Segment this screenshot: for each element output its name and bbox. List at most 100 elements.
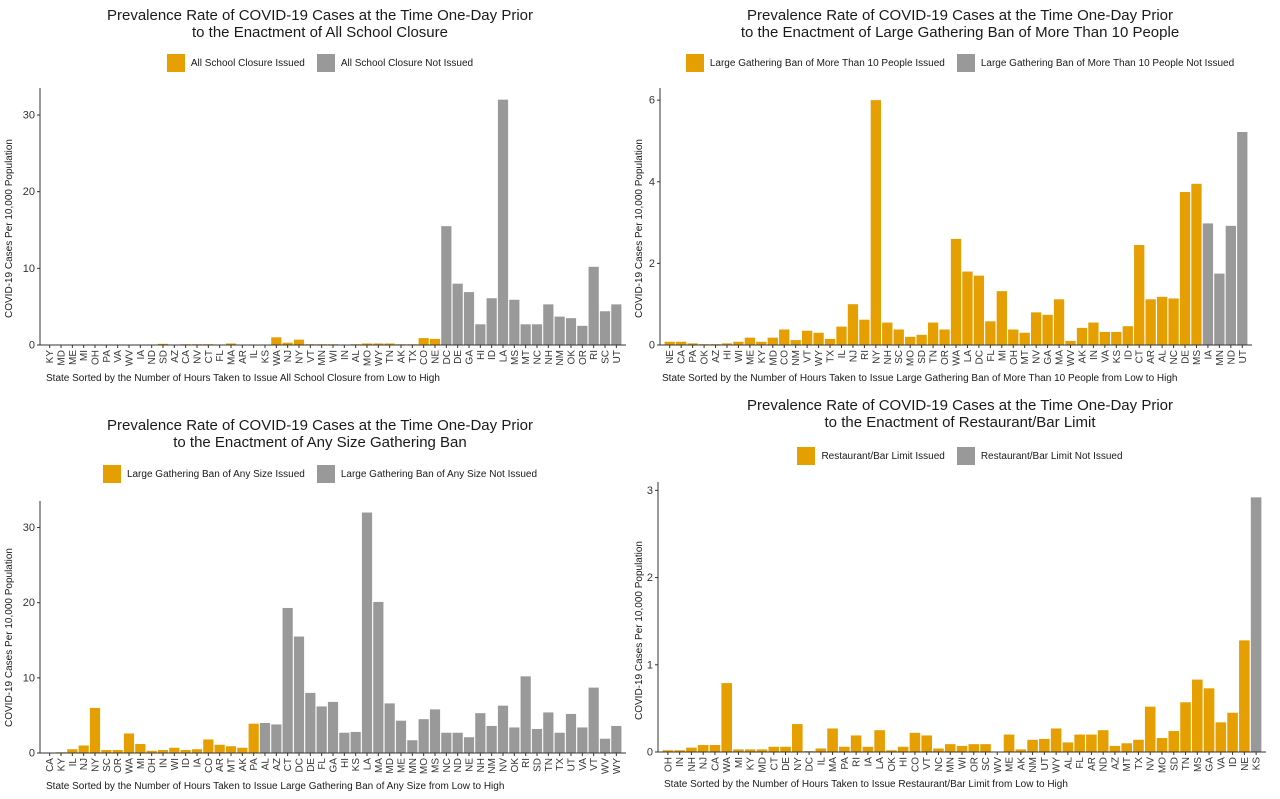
x-tick-label: NY <box>871 350 882 364</box>
x-tick-label: IL <box>68 758 79 767</box>
bar-ny <box>870 100 881 345</box>
bar-oh <box>146 750 157 753</box>
x-tick-label: WY <box>1052 757 1063 773</box>
x-tick-label: NJ <box>283 350 294 362</box>
bar-wv <box>599 738 611 753</box>
bar-nd <box>452 732 463 753</box>
bar-nh <box>686 747 697 752</box>
x-tick-label: SC <box>102 758 113 772</box>
x-tick-label: WV <box>125 350 136 366</box>
x-axis-label: State Sorted by the Number of Hours Take… <box>46 373 440 384</box>
bar-nd <box>1225 225 1236 345</box>
x-tick-label: MI <box>734 757 745 768</box>
x-tick-label: ME <box>397 758 408 773</box>
x-tick-label: MI <box>136 758 147 769</box>
x-tick-label: GA <box>329 758 340 773</box>
x-axis-label: State Sorted by the Number of Hours Take… <box>46 781 505 792</box>
x-tick-label: CA <box>181 350 192 364</box>
bar-in <box>674 750 685 752</box>
x-tick-label: AR <box>1087 757 1098 771</box>
x-tick-label: NE <box>465 758 476 772</box>
bar-ms <box>509 299 520 345</box>
x-tick-label: MS <box>1192 350 1203 365</box>
x-tick-label: CT <box>283 758 294 771</box>
bar-sc <box>980 744 991 752</box>
legend-item-issued: Restaurant/Bar Limit Issued <box>797 447 945 465</box>
x-tick-label: IN <box>1089 350 1100 360</box>
x-tick-label: NM <box>791 350 802 366</box>
x-tick-label: FL <box>317 758 328 770</box>
bar-il <box>836 326 847 345</box>
bar-fl <box>1074 734 1085 752</box>
bar-sc <box>599 311 611 345</box>
legend-swatch-not-issued <box>956 54 975 72</box>
x-tick-label: MO <box>906 350 917 366</box>
x-tick-label: VT <box>803 350 814 363</box>
x-tick-label: WV <box>1066 350 1077 366</box>
x-tick-label: NY <box>793 757 804 771</box>
bar-mo <box>361 343 373 345</box>
x-tick-label: HI <box>722 350 733 360</box>
x-tick-label: OH <box>1009 350 1020 365</box>
legend-label-not-issued: Restaurant/Bar Limit Not Issued <box>980 450 1123 462</box>
y-tick-label: 4 <box>649 176 655 188</box>
x-tick-label: SD <box>917 350 928 364</box>
x-tick-label: DC <box>295 758 306 772</box>
x-tick-label: PA <box>102 350 113 363</box>
x-tick-label: WA <box>272 350 283 366</box>
x-tick-label: MO <box>363 350 374 366</box>
bar-tn <box>384 343 395 345</box>
bar-tx <box>824 338 836 345</box>
x-tick-label: OK <box>567 350 578 365</box>
bar-hi <box>339 732 350 753</box>
y-tick-label: 20 <box>23 597 35 609</box>
bar-ma <box>373 601 384 753</box>
bar-nm <box>486 725 497 753</box>
bar-ga <box>1203 688 1215 752</box>
x-tick-label: NH <box>544 350 555 364</box>
x-tick-label: WI <box>170 758 181 770</box>
bar-la <box>962 271 973 345</box>
bar-mt <box>1121 743 1132 752</box>
bar-ia <box>1202 223 1214 345</box>
bar-tn <box>543 712 554 753</box>
x-tick-label: TN <box>385 350 396 363</box>
x-tick-label: MI <box>997 350 1008 361</box>
x-tick-label: TX <box>408 350 419 363</box>
y-tick-label: 0 <box>649 340 655 352</box>
bar-ct <box>768 746 780 752</box>
bar-pa <box>687 343 698 345</box>
x-tick-label: VT <box>306 350 317 363</box>
x-tick-label: AR <box>238 350 249 364</box>
bar-mo <box>1156 738 1168 752</box>
x-tick-label: WA <box>722 757 733 773</box>
x-tick-label: IA <box>863 757 874 767</box>
y-tick-label: 2 <box>649 258 655 270</box>
bar-ny <box>89 707 101 753</box>
bar-tn <box>927 322 939 345</box>
x-tick-label: OK <box>510 758 521 773</box>
bar-oh <box>1008 329 1019 345</box>
bar-de <box>452 283 463 345</box>
legend-label-issued: Restaurant/Bar Limit Issued <box>821 450 945 462</box>
bar-mi <box>733 749 744 752</box>
x-tick-label: MD <box>768 350 779 366</box>
bar-dc <box>973 275 985 345</box>
x-tick-label: RI <box>852 757 863 767</box>
x-tick-label: ME <box>1005 757 1016 772</box>
bar-ri <box>850 735 862 752</box>
y-tick-label: 30 <box>23 110 35 122</box>
bar-de <box>305 692 316 753</box>
bar-mi <box>996 291 1007 345</box>
x-tick-label: OK <box>887 757 898 772</box>
bar-hi <box>721 343 733 345</box>
bar-pa <box>839 746 850 752</box>
x-tick-label: WV <box>601 758 612 774</box>
bar-nc <box>441 732 452 753</box>
x-tick-label: WI <box>958 757 969 769</box>
bar-pa <box>248 723 259 753</box>
bar-nv <box>497 705 509 753</box>
x-tick-label: KS <box>261 350 272 364</box>
x-tick-label: ND <box>1099 757 1110 771</box>
x-tick-label: ID <box>1228 757 1239 767</box>
